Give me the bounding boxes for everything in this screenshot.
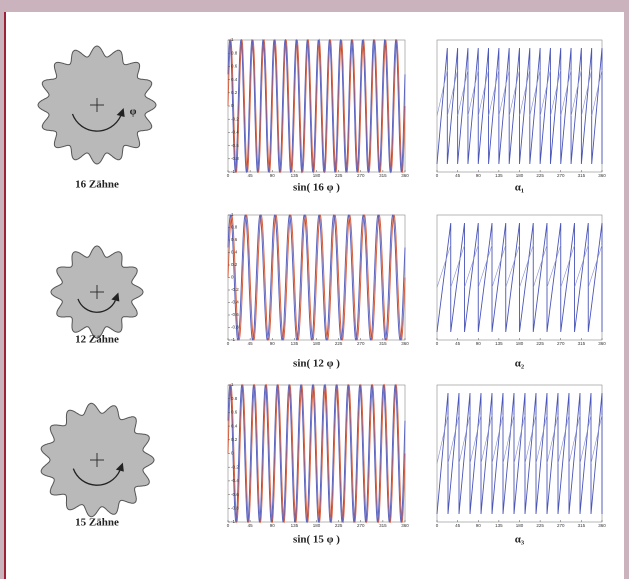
x-tick-label: 225 — [536, 523, 544, 528]
x-tick-label: 315 — [379, 173, 387, 178]
x-tick-label: 45 — [248, 173, 254, 178]
y-tick-label: -0.4 — [231, 130, 239, 135]
x-tick-label: 225 — [335, 173, 343, 178]
x-tick-label: 270 — [357, 523, 365, 528]
phase-label: α₁ — [515, 182, 524, 194]
y-tick-label: 0.6 — [231, 410, 238, 415]
y-tick-label: 0.6 — [231, 64, 238, 69]
x-tick-label: 135 — [495, 173, 503, 178]
gear-label: 16 Zähne — [75, 179, 119, 191]
x-tick-label: 270 — [357, 173, 365, 178]
x-tick-label: 360 — [401, 523, 409, 528]
x-tick-label: 360 — [598, 341, 606, 346]
y-tick-label: 0.2 — [231, 262, 238, 267]
x-tick-label: 45 — [248, 523, 254, 528]
x-tick-label: 225 — [335, 341, 343, 346]
x-tick-label: 315 — [578, 523, 586, 528]
y-tick-label: 0.2 — [231, 90, 238, 95]
x-tick-label: 270 — [357, 341, 365, 346]
x-tick-label: 225 — [536, 173, 544, 178]
x-tick-label: 315 — [578, 341, 586, 346]
y-tick-label: 0.2 — [231, 437, 238, 442]
phase-label: α₃ — [515, 534, 525, 546]
x-tick-label: 225 — [335, 523, 343, 528]
gear-label: 12 Zähne — [75, 334, 119, 346]
gear-label: 15 Zähne — [75, 517, 119, 529]
figure: φ16 Zähne10.80.60.40.20-0.2-0.4-0.6-0.8-… — [0, 0, 629, 579]
x-tick-label: 45 — [248, 341, 254, 346]
plot-label: sin( 16 φ ) — [293, 182, 340, 194]
y-tick-label: -1 — [231, 169, 235, 174]
x-tick-label: 135 — [495, 341, 503, 346]
y-tick-label: -1 — [231, 519, 235, 524]
y-tick-label: -0.8 — [231, 325, 239, 330]
x-tick-label: 225 — [536, 341, 544, 346]
y-tick-label: -0.6 — [231, 492, 239, 497]
x-tick-label: 135 — [291, 341, 299, 346]
y-tick-label: 0.6 — [231, 237, 238, 242]
x-tick-label: 90 — [270, 523, 276, 528]
x-tick-label: 180 — [516, 523, 524, 528]
y-tick-label: -0.6 — [231, 143, 239, 148]
x-tick-label: 360 — [401, 341, 409, 346]
angle-symbol: φ — [130, 106, 137, 118]
y-tick-label: 0.4 — [231, 250, 238, 255]
x-tick-label: 360 — [598, 523, 606, 528]
y-tick-label: 0.4 — [231, 423, 238, 428]
y-tick-label: -0.8 — [231, 156, 239, 161]
x-tick-label: 180 — [516, 341, 524, 346]
x-tick-label: 270 — [557, 523, 565, 528]
x-tick-label: 360 — [598, 173, 606, 178]
page: φ16 Zähne10.80.60.40.20-0.2-0.4-0.6-0.8-… — [0, 0, 629, 579]
plot-label: sin( 12 φ ) — [293, 358, 340, 370]
x-tick-label: 315 — [578, 173, 586, 178]
x-tick-label: 135 — [291, 523, 299, 528]
x-tick-label: 180 — [313, 173, 321, 178]
y-tick-label: -0.4 — [231, 478, 239, 483]
x-tick-label: 180 — [313, 523, 321, 528]
x-tick-label: 135 — [495, 523, 503, 528]
y-tick-label: 0.4 — [231, 77, 238, 82]
x-tick-label: 180 — [313, 341, 321, 346]
plot-label: sin( 15 φ ) — [293, 534, 340, 546]
x-tick-label: 45 — [455, 173, 461, 178]
y-tick-label: -0.2 — [231, 464, 239, 469]
phase-label: α₂ — [515, 358, 525, 370]
x-tick-label: 90 — [476, 341, 482, 346]
y-tick-label: -0.6 — [231, 312, 239, 317]
x-tick-label: 360 — [401, 173, 409, 178]
y-tick-label: -0.8 — [231, 505, 239, 510]
y-tick-label: -0.4 — [231, 300, 239, 305]
y-tick-label: 0.8 — [231, 50, 238, 55]
y-tick-label: -1 — [231, 337, 235, 342]
y-tick-label: 0.8 — [231, 225, 238, 230]
x-tick-label: 90 — [270, 341, 276, 346]
y-tick-label: -0.2 — [231, 287, 239, 292]
x-tick-label: 90 — [270, 173, 276, 178]
x-tick-label: 315 — [379, 341, 387, 346]
x-tick-label: 270 — [557, 341, 565, 346]
x-tick-label: 90 — [476, 173, 482, 178]
x-tick-label: 270 — [557, 173, 565, 178]
x-tick-label: 315 — [379, 523, 387, 528]
x-tick-label: 45 — [455, 341, 461, 346]
y-tick-label: -0.2 — [231, 116, 239, 121]
x-tick-label: 45 — [455, 523, 461, 528]
y-tick-label: 0.8 — [231, 396, 238, 401]
x-tick-label: 180 — [516, 173, 524, 178]
x-tick-label: 90 — [476, 523, 482, 528]
x-tick-label: 135 — [291, 173, 299, 178]
